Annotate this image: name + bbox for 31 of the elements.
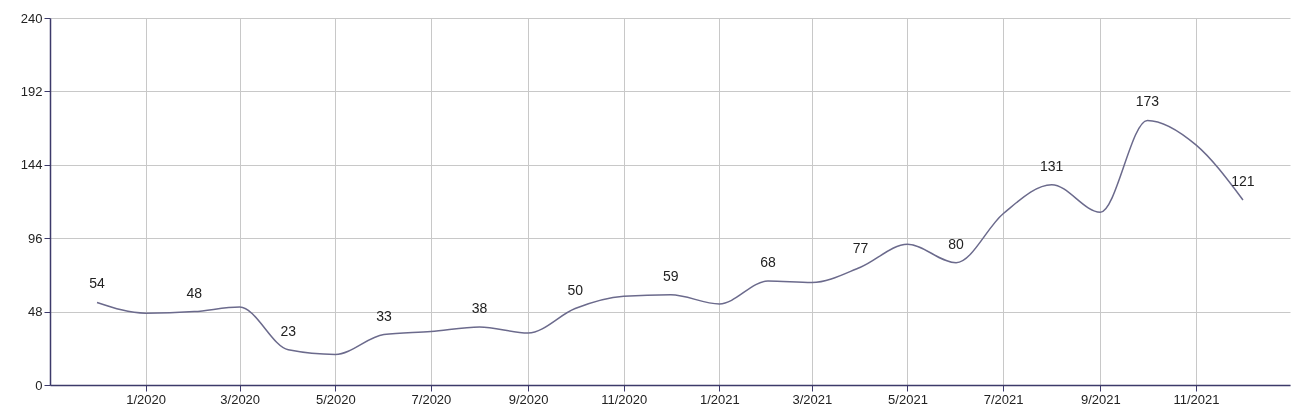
y-tick-label: 144 <box>20 157 43 173</box>
data-label: 48 <box>186 284 203 301</box>
data-label: 59 <box>662 267 679 284</box>
x-tick-label: 1/2020 <box>126 391 167 407</box>
data-label: 77 <box>852 240 869 257</box>
data-label: 131 <box>1040 157 1064 174</box>
x-tick-label: 11/2021 <box>1173 391 1220 407</box>
x-tick-label: 5/2020 <box>315 391 356 407</box>
data-label: 80 <box>948 235 965 252</box>
x-tick-label: 7/2020 <box>411 391 452 407</box>
y-tick-label: 48 <box>28 304 43 320</box>
y-tick-label: 240 <box>20 10 43 26</box>
data-label: 121 <box>1231 172 1255 189</box>
data-label: 54 <box>89 275 106 292</box>
x-tick-label: 11/2020 <box>601 391 648 407</box>
data-label: 173 <box>1135 93 1160 110</box>
y-tick-label: 0 <box>35 377 43 393</box>
data-label: 50 <box>567 281 584 298</box>
x-tick-label: 9/2021 <box>1080 391 1121 407</box>
data-label: 23 <box>280 322 297 339</box>
x-tick-label: 3/2021 <box>792 391 833 407</box>
x-tick-label: 5/2021 <box>888 391 928 407</box>
y-tick-label: 96 <box>28 230 43 246</box>
data-label: 33 <box>376 307 392 324</box>
data-label: 38 <box>471 299 488 316</box>
y-tick-label: 192 <box>20 83 43 99</box>
x-tick-label: 9/2020 <box>508 391 549 407</box>
x-tick-label: 7/2021 <box>983 391 1024 407</box>
x-tick-label: 1/2021 <box>700 391 740 407</box>
data-label: 68 <box>760 254 776 271</box>
x-tick-label: 3/2020 <box>220 391 261 407</box>
